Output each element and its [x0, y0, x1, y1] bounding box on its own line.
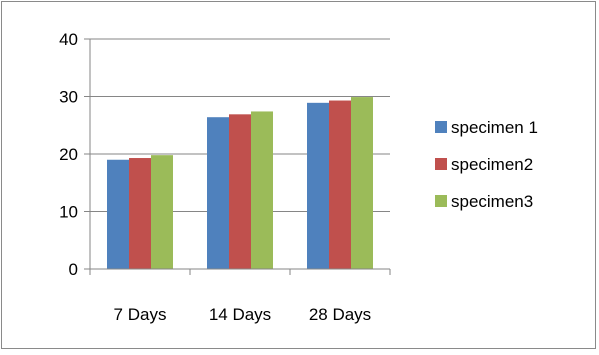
- bar: [151, 155, 173, 269]
- legend-label: specimen 1: [451, 118, 538, 137]
- bar: [307, 102, 329, 269]
- legend: specimen 1 specimen2 specimen3: [435, 118, 538, 211]
- bar: [229, 114, 251, 269]
- bar-chart: 0 10 20 30 40 7 Days 14 Days 28 Days specimen 1…: [59, 30, 538, 324]
- bar: [207, 117, 229, 269]
- legend-swatch: [435, 195, 447, 207]
- bar: [129, 158, 151, 269]
- y-tick-label: 40: [59, 30, 78, 49]
- y-tick-label: 0: [69, 260, 78, 279]
- x-tick-label: 7 Days: [114, 305, 167, 324]
- bar: [107, 159, 129, 269]
- chart-frame: 0 10 20 30 40 7 Days 14 Days 28 Days specimen 1…: [1, 1, 596, 349]
- bars-layer: [107, 97, 373, 270]
- legend-swatch: [435, 121, 447, 133]
- x-tick-label: 28 Days: [309, 305, 371, 324]
- axis-layer: 0 10 20 30 40 7 Days 14 Days 28 Days: [59, 30, 391, 324]
- legend-swatch: [435, 158, 447, 170]
- legend-label: specimen2: [451, 155, 533, 174]
- y-tick-label: 10: [59, 203, 78, 222]
- y-tick-label: 20: [59, 145, 78, 164]
- legend-label: specimen3: [451, 192, 533, 211]
- bar: [251, 111, 273, 269]
- bar: [329, 100, 351, 270]
- y-tick-label: 30: [59, 88, 78, 107]
- x-tick-label: 14 Days: [209, 305, 271, 324]
- bar: [351, 97, 373, 269]
